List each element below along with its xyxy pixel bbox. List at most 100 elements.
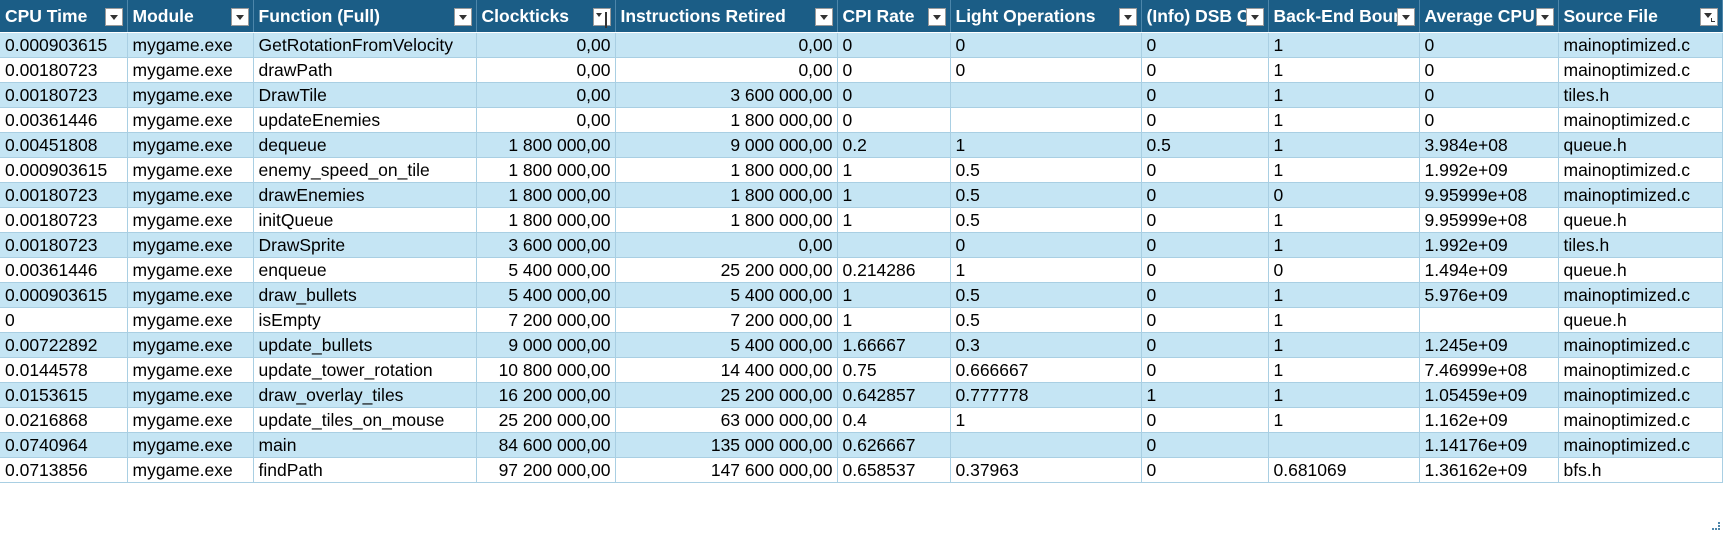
cell-source-file[interactable]: mainoptimized.c xyxy=(1558,432,1723,458)
cell-module[interactable]: mygame.exe xyxy=(127,157,254,183)
cell-clockticks[interactable]: 16 200 000,00 xyxy=(476,382,616,408)
cell-module[interactable]: mygame.exe xyxy=(127,457,254,483)
cell-light-operations[interactable]: 1 xyxy=(950,407,1142,433)
header-average-cpu[interactable]: Average CPU xyxy=(1419,0,1559,33)
cell-cpu-time[interactable]: 0.00180723 xyxy=(0,207,128,233)
cell-source-file[interactable]: mainoptimized.c xyxy=(1558,357,1723,383)
cell-info-dsb-coverage[interactable]: 0 xyxy=(1141,82,1269,108)
cell-info-dsb-coverage[interactable]: 1 xyxy=(1141,382,1269,408)
cell-instructions-retired[interactable]: 25 200 000,00 xyxy=(615,257,838,283)
cell-average-cpu[interactable]: 1.05459e+09 xyxy=(1419,382,1559,408)
cell-cpi-rate[interactable]: 0.658537 xyxy=(837,457,951,483)
cell-info-dsb-coverage[interactable]: 0 xyxy=(1141,182,1269,208)
cell-instructions-retired[interactable]: 1 800 000,00 xyxy=(615,207,838,233)
cell-light-operations[interactable]: 1 xyxy=(950,257,1142,283)
cell-average-cpu[interactable]: 0 xyxy=(1419,57,1559,83)
header-info-dsb-coverage[interactable]: (Info) DSB C xyxy=(1141,0,1269,33)
filter-dropdown-icon[interactable] xyxy=(104,8,123,26)
cell-light-operations[interactable]: 0.5 xyxy=(950,157,1142,183)
cell-instructions-retired[interactable]: 0,00 xyxy=(615,57,838,83)
cell-instructions-retired[interactable]: 14 400 000,00 xyxy=(615,357,838,383)
cell-average-cpu[interactable]: 1.992e+09 xyxy=(1419,232,1559,258)
cell-module[interactable]: mygame.exe xyxy=(127,232,254,258)
cell-function-full[interactable]: dequeue xyxy=(253,132,477,158)
cell-module[interactable]: mygame.exe xyxy=(127,407,254,433)
cell-source-file[interactable]: mainoptimized.c xyxy=(1558,182,1723,208)
cell-cpi-rate[interactable]: 0.214286 xyxy=(837,257,951,283)
cell-info-dsb-coverage[interactable]: 0 xyxy=(1141,157,1269,183)
cell-light-operations[interactable]: 0.5 xyxy=(950,182,1142,208)
cell-instructions-retired[interactable]: 25 200 000,00 xyxy=(615,382,838,408)
cell-function-full[interactable]: updateEnemies xyxy=(253,107,477,133)
cell-source-file[interactable]: mainoptimized.c xyxy=(1558,407,1723,433)
cell-back-end-bound[interactable]: 1 xyxy=(1268,82,1420,108)
cell-light-operations[interactable]: 0.5 xyxy=(950,307,1142,333)
cell-average-cpu[interactable]: 0 xyxy=(1419,32,1559,58)
cell-cpi-rate[interactable]: 0 xyxy=(837,107,951,133)
cell-cpu-time[interactable]: 0.000903615 xyxy=(0,32,128,58)
cell-module[interactable]: mygame.exe xyxy=(127,282,254,308)
cell-cpi-rate[interactable]: 1 xyxy=(837,282,951,308)
cell-cpu-time[interactable]: 0.00722892 xyxy=(0,332,128,358)
cell-function-full[interactable]: drawEnemies xyxy=(253,182,477,208)
cell-cpi-rate[interactable]: 1.66667 xyxy=(837,332,951,358)
cell-instructions-retired[interactable]: 1 800 000,00 xyxy=(615,182,838,208)
cell-cpu-time[interactable]: 0.000903615 xyxy=(0,282,128,308)
cell-cpi-rate[interactable]: 0 xyxy=(837,32,951,58)
cell-function-full[interactable]: enemy_speed_on_tile xyxy=(253,157,477,183)
cell-cpi-rate[interactable]: 1 xyxy=(837,182,951,208)
cell-info-dsb-coverage[interactable]: 0 xyxy=(1141,407,1269,433)
cell-cpi-rate[interactable]: 0 xyxy=(837,57,951,83)
cell-cpu-time[interactable]: 0.00180723 xyxy=(0,232,128,258)
cell-source-file[interactable]: queue.h xyxy=(1558,132,1723,158)
cell-clockticks[interactable]: 84 600 000,00 xyxy=(476,432,616,458)
cell-cpu-time[interactable]: 0.00361446 xyxy=(0,257,128,283)
filter-dropdown-icon[interactable] xyxy=(230,8,249,26)
cell-clockticks[interactable]: 10 800 000,00 xyxy=(476,357,616,383)
cell-light-operations[interactable]: 0.5 xyxy=(950,207,1142,233)
cell-light-operations[interactable] xyxy=(950,82,1142,108)
cell-instructions-retired[interactable]: 7 200 000,00 xyxy=(615,307,838,333)
cell-instructions-retired[interactable]: 0,00 xyxy=(615,32,838,58)
cell-cpu-time[interactable]: 0.000903615 xyxy=(0,157,128,183)
cell-cpu-time[interactable]: 0.00361446 xyxy=(0,107,128,133)
cell-cpi-rate[interactable]: 0.2 xyxy=(837,132,951,158)
cell-source-file[interactable]: mainoptimized.c xyxy=(1558,57,1723,83)
cell-average-cpu[interactable]: 9.95999e+08 xyxy=(1419,207,1559,233)
cell-source-file[interactable]: mainoptimized.c xyxy=(1558,282,1723,308)
cell-clockticks[interactable]: 7 200 000,00 xyxy=(476,307,616,333)
cell-average-cpu[interactable]: 1.992e+09 xyxy=(1419,157,1559,183)
cell-cpi-rate[interactable]: 0 xyxy=(837,82,951,108)
cell-source-file[interactable]: tiles.h xyxy=(1558,82,1723,108)
cell-function-full[interactable]: isEmpty xyxy=(253,307,477,333)
cell-instructions-retired[interactable]: 1 800 000,00 xyxy=(615,107,838,133)
cell-light-operations[interactable]: 1 xyxy=(950,132,1142,158)
cell-function-full[interactable]: drawPath xyxy=(253,57,477,83)
cell-module[interactable]: mygame.exe xyxy=(127,132,254,158)
cell-info-dsb-coverage[interactable]: 0 xyxy=(1141,307,1269,333)
cell-instructions-retired[interactable]: 5 400 000,00 xyxy=(615,282,838,308)
cell-back-end-bound[interactable]: 1 xyxy=(1268,207,1420,233)
cell-module[interactable]: mygame.exe xyxy=(127,32,254,58)
cell-function-full[interactable]: DrawSprite xyxy=(253,232,477,258)
cell-cpu-time[interactable]: 0.0740964 xyxy=(0,432,128,458)
cell-light-operations[interactable] xyxy=(950,432,1142,458)
cell-module[interactable]: mygame.exe xyxy=(127,382,254,408)
cell-clockticks[interactable]: 0,00 xyxy=(476,32,616,58)
cell-cpi-rate[interactable]: 1 xyxy=(837,207,951,233)
cell-back-end-bound[interactable]: 0 xyxy=(1268,182,1420,208)
cell-average-cpu[interactable]: 1.162e+09 xyxy=(1419,407,1559,433)
cell-info-dsb-coverage[interactable]: 0 xyxy=(1141,232,1269,258)
cell-source-file[interactable]: mainoptimized.c xyxy=(1558,32,1723,58)
cell-back-end-bound[interactable]: 1 xyxy=(1268,382,1420,408)
cell-function-full[interactable]: update_bullets xyxy=(253,332,477,358)
cell-clockticks[interactable]: 97 200 000,00 xyxy=(476,457,616,483)
cell-average-cpu[interactable]: 9.95999e+08 xyxy=(1419,182,1559,208)
cell-instructions-retired[interactable]: 135 000 000,00 xyxy=(615,432,838,458)
cell-cpi-rate[interactable]: 1 xyxy=(837,157,951,183)
header-source-file[interactable]: Source File xyxy=(1558,0,1723,33)
cell-back-end-bound[interactable]: 1 xyxy=(1268,157,1420,183)
cell-light-operations[interactable]: 0.5 xyxy=(950,282,1142,308)
cell-cpu-time[interactable]: 0.00180723 xyxy=(0,82,128,108)
cell-module[interactable]: mygame.exe xyxy=(127,82,254,108)
